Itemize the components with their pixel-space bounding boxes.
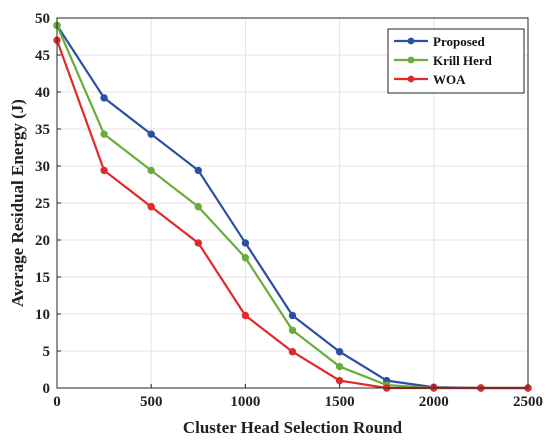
data-point: [335, 376, 344, 385]
data-point: [288, 326, 297, 334]
data-point: [147, 166, 155, 175]
y-tick-label: 40: [35, 85, 50, 101]
legend-swatch-marker: [407, 37, 415, 45]
data-point: [194, 203, 203, 211]
data-point: [100, 94, 108, 102]
legend-item: Krill Herd: [394, 53, 493, 68]
y-axis-title: Average Residual Energy (J): [8, 99, 27, 307]
legend-swatch-marker: [407, 75, 415, 83]
x-tick-label: 500: [140, 394, 163, 410]
data-point: [194, 166, 203, 175]
legend-label: WOA: [433, 72, 466, 87]
y-tick-label: 5: [43, 344, 51, 360]
grid-lines: [56, 17, 529, 389]
x-tick-label: 2500: [513, 394, 543, 410]
data-point: [241, 311, 250, 320]
y-tick-label: 15: [35, 270, 50, 286]
axis-ticks: 0 500 1000 1500 2000 2500 0 5 10 15 20 25 30 35 40 45 50: [35, 11, 543, 410]
x-axis-title: Cluster Head Selection Round: [183, 418, 403, 437]
data-point: [147, 130, 155, 138]
legend-label: Proposed: [433, 34, 486, 49]
data-point: [241, 239, 250, 247]
legend: Proposed Krill Herd WOA: [387, 28, 525, 94]
data-point: [194, 239, 203, 247]
data-point: [335, 348, 344, 356]
y-tick-label: 45: [35, 48, 50, 64]
data-point: [241, 254, 250, 262]
data-point: [100, 166, 108, 175]
x-tick-label: 1500: [325, 394, 355, 410]
legend-item: Proposed: [394, 34, 486, 49]
x-tick-label: 2000: [419, 394, 449, 410]
x-tick-label: 0: [53, 394, 61, 410]
data-point: [147, 203, 155, 211]
y-tick-label: 10: [35, 307, 50, 323]
data-point: [288, 348, 297, 356]
y-tick-label: 50: [35, 11, 50, 27]
y-tick-label: 0: [43, 381, 51, 397]
x-tick-label: 1000: [230, 394, 260, 410]
y-tick-label: 25: [35, 196, 50, 212]
data-point: [100, 130, 108, 138]
legend-swatch-marker: [407, 56, 415, 64]
y-tick-label: 30: [35, 159, 50, 175]
y-tick-label: 35: [35, 122, 50, 138]
legend-item: WOA: [394, 72, 466, 87]
y-tick-label: 20: [35, 233, 50, 249]
data-point: [335, 362, 344, 371]
legend-label: Krill Herd: [433, 53, 493, 68]
data-point: [288, 311, 297, 320]
